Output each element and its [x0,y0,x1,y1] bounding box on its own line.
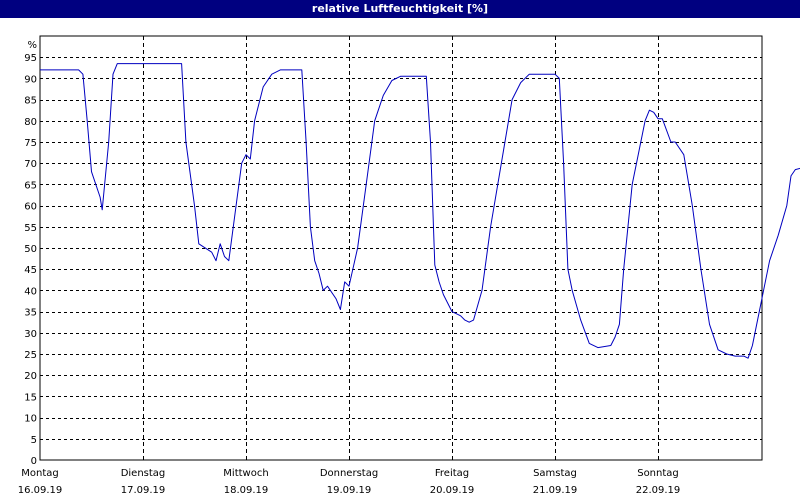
y-tick-label: 50 [24,244,37,255]
y-tick-label: 5 [31,435,37,446]
y-axis-label: % [27,40,37,51]
y-tick-label: 0 [31,456,37,467]
y-tick-label: 40 [24,286,37,297]
y-tick-label: 70 [24,159,37,170]
y-tick-label: 85 [24,96,37,107]
grid-lines [40,36,762,460]
x-tick-weekday: Dienstag [121,468,166,479]
y-tick-label: 60 [24,202,37,213]
y-tick-label: 75 [24,138,37,149]
x-tick-weekday: Samstag [533,468,577,479]
x-tick-weekday: Freitag [435,468,469,479]
series-line-humidity [40,63,800,359]
x-tick-date: 22.09.19 [636,485,681,496]
y-tick-label: 30 [24,329,37,340]
x-tick-date: 17.09.19 [121,485,166,496]
y-tick-label: 20 [24,371,37,382]
chart-title: relative Luftfeuchtigkeit [%] [0,0,800,18]
y-axis-ticks: 0 5 10 15 20 25 30 35 40 45 50 55 60 65 70 75 80 85 90 95% [24,40,37,467]
y-tick-label: 95 [24,53,37,64]
y-tick-label: 55 [24,223,37,234]
x-tick-date: 16.09.19 [18,485,63,496]
x-tick-weekday: Mittwoch [223,468,268,479]
y-tick-label: 25 [24,350,37,361]
y-tick-label: 45 [24,265,37,276]
y-tick-label: 10 [24,414,37,425]
y-tick-label: 15 [24,392,37,403]
x-tick-weekday: Sonntag [637,468,679,479]
x-tick-date: 19.09.19 [327,485,372,496]
x-tick-weekday: Montag [21,468,58,479]
x-tick-weekday: Donnerstag [320,468,378,479]
series-layer [40,63,800,359]
y-tick-label: 35 [24,308,37,319]
y-tick-label: 80 [24,117,37,128]
x-tick-date: 20.09.19 [430,485,475,496]
y-tick-label: 90 [24,74,37,85]
x-tick-date: 18.09.19 [224,485,269,496]
y-tick-label: 65 [24,180,37,191]
x-tick-date: 21.09.19 [533,485,578,496]
x-axis-ticks: Montag 16.09.19 Dienstag 17.09.19 Mittwoch 18… [18,468,681,496]
